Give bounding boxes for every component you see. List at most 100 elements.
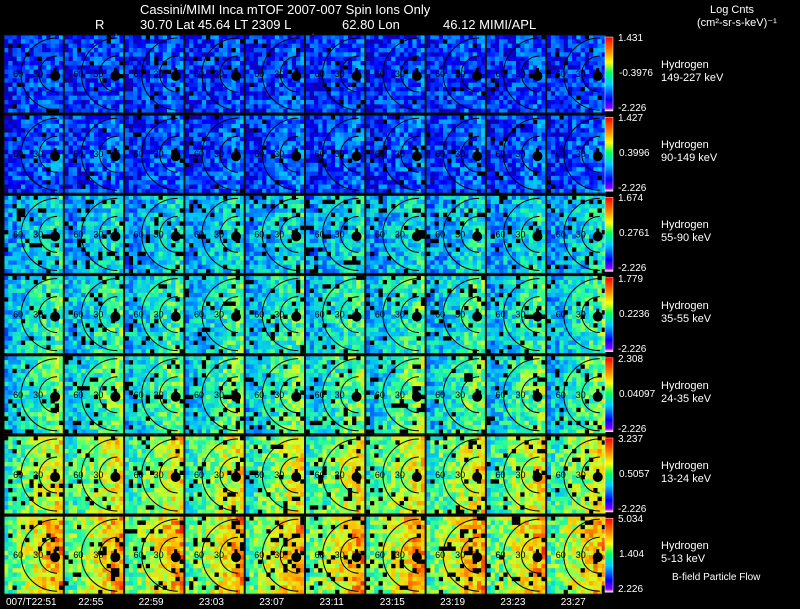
ring-label-outer: 60 — [194, 310, 204, 320]
ring-label-inner: 30 — [214, 470, 224, 480]
ring-label-inner: 30 — [515, 310, 525, 320]
saturn-icon — [110, 391, 121, 402]
range-rings — [442, 197, 480, 271]
range-rings — [261, 37, 299, 111]
x-tick-label: 23:03 — [198, 597, 224, 608]
ring-label-outer: 60 — [375, 229, 385, 239]
range-rings — [20, 438, 58, 512]
ring-label-outer: 60 — [254, 310, 264, 320]
ring-label-inner: 30 — [335, 390, 345, 400]
ring-label-inner: 30 — [154, 310, 164, 320]
ring-label-inner: 30 — [33, 310, 43, 320]
ring-label-inner: 30 — [455, 69, 465, 79]
ring-label-inner: 30 — [93, 550, 103, 560]
saturn-icon — [110, 552, 121, 563]
species-label: Hydrogen — [661, 299, 709, 312]
colorbar-min-label: -2.226 — [618, 183, 647, 195]
heatmap-panel: 30 60 — [546, 435, 607, 515]
ring-label-inner: 30 — [335, 149, 345, 159]
heatmap-panel: 30 60 — [305, 515, 366, 595]
heatmap-panel: 30 60 — [184, 275, 245, 355]
ring-label-inner: 30 — [274, 390, 284, 400]
heatmap-panel: 30 60 — [63, 355, 125, 435]
heatmap-panel: 30 60 — [3, 194, 64, 274]
ring-label-outer: 60 — [556, 470, 566, 480]
heatmap-panel: 30 60 — [244, 515, 305, 595]
colorbar-max-label: 1.779 — [618, 273, 644, 285]
ring-label-inner: 30 — [214, 69, 224, 79]
colorbar-max-label: 3.237 — [618, 434, 644, 445]
heatmap-panel: 30 60 — [184, 34, 245, 114]
ring-label-outer: 60 — [194, 470, 204, 480]
heatmap-panel: 30 60 — [425, 435, 486, 515]
range-rings — [563, 117, 600, 191]
range-rings — [201, 117, 238, 191]
range-rings — [201, 37, 238, 111]
ring-label-outer: 60 — [495, 69, 505, 79]
range-rings — [261, 278, 299, 352]
saturn-icon — [110, 151, 121, 162]
saturn-icon — [532, 391, 543, 402]
range-rings — [141, 438, 178, 512]
ring-label-inner: 30 — [154, 69, 164, 79]
ring-label-inner: 30 — [395, 390, 405, 400]
ring-label-inner: 30 — [274, 550, 284, 560]
saturn-icon — [472, 71, 483, 81]
ring-label-inner: 30 — [154, 390, 164, 400]
saturn-icon — [170, 71, 181, 81]
ring-label-outer: 60 — [375, 550, 385, 560]
saturn-icon — [592, 391, 603, 402]
colorbar-min-label: -2.226 — [618, 504, 647, 515]
heatmap-panel: 30 60 — [305, 435, 366, 515]
range-rings — [503, 518, 540, 592]
heatmap-panel: 30 60 — [546, 194, 607, 274]
heatmap-panel: 30 60 — [184, 515, 245, 595]
saturn-icon — [110, 472, 121, 482]
saturn-icon — [472, 231, 483, 242]
saturn-icon — [532, 71, 543, 81]
ring-label-outer: 60 — [435, 69, 445, 79]
range-rings — [201, 518, 238, 592]
heatmap-panel: 30 60 — [124, 435, 185, 515]
range-rings — [261, 117, 299, 191]
range-rings — [503, 37, 540, 111]
saturn-icon — [351, 231, 362, 242]
saturn-icon — [230, 391, 241, 402]
ring-label-inner: 30 — [93, 149, 103, 159]
range-rings — [322, 358, 359, 432]
range-rings — [80, 278, 118, 352]
ring-label-inner: 30 — [515, 149, 525, 159]
ring-label-inner: 30 — [515, 390, 525, 400]
heatmap-panel: 30 60 — [546, 114, 607, 194]
saturn-icon — [291, 71, 302, 81]
ring-label-outer: 60 — [435, 229, 445, 239]
ring-label-inner: 30 — [154, 149, 164, 159]
ring-label-inner: 30 — [214, 229, 224, 239]
range-rings — [442, 278, 480, 352]
heatmap-panel: 30 60 — [305, 194, 366, 274]
heatmap-panel: 30 60 — [124, 515, 185, 595]
ring-label-inner: 30 — [515, 69, 525, 79]
ring-label-inner: 30 — [33, 550, 43, 560]
range-rings — [503, 438, 540, 512]
ring-label-outer: 60 — [495, 390, 505, 400]
saturn-icon — [170, 231, 181, 242]
saturn-icon — [230, 472, 241, 482]
range-rings — [20, 37, 58, 111]
ring-label-inner: 30 — [576, 310, 586, 320]
energy-range-label: 149-227 keV — [661, 72, 724, 84]
ring-label-outer: 60 — [73, 390, 83, 400]
heatmap-panel: 30 60 — [546, 34, 607, 114]
saturn-icon — [291, 231, 302, 242]
ring-label-outer: 60 — [13, 390, 23, 400]
heatmap-panel: 30 60 — [365, 114, 426, 194]
ring-label-inner: 30 — [93, 310, 103, 320]
ring-label-inner: 30 — [33, 470, 43, 480]
range-rings — [382, 278, 419, 352]
x-tick-label: 23:27 — [560, 597, 586, 608]
range-rings — [442, 438, 480, 512]
range-rings — [442, 117, 480, 191]
heatmap-panel: 30 60 — [3, 34, 64, 114]
